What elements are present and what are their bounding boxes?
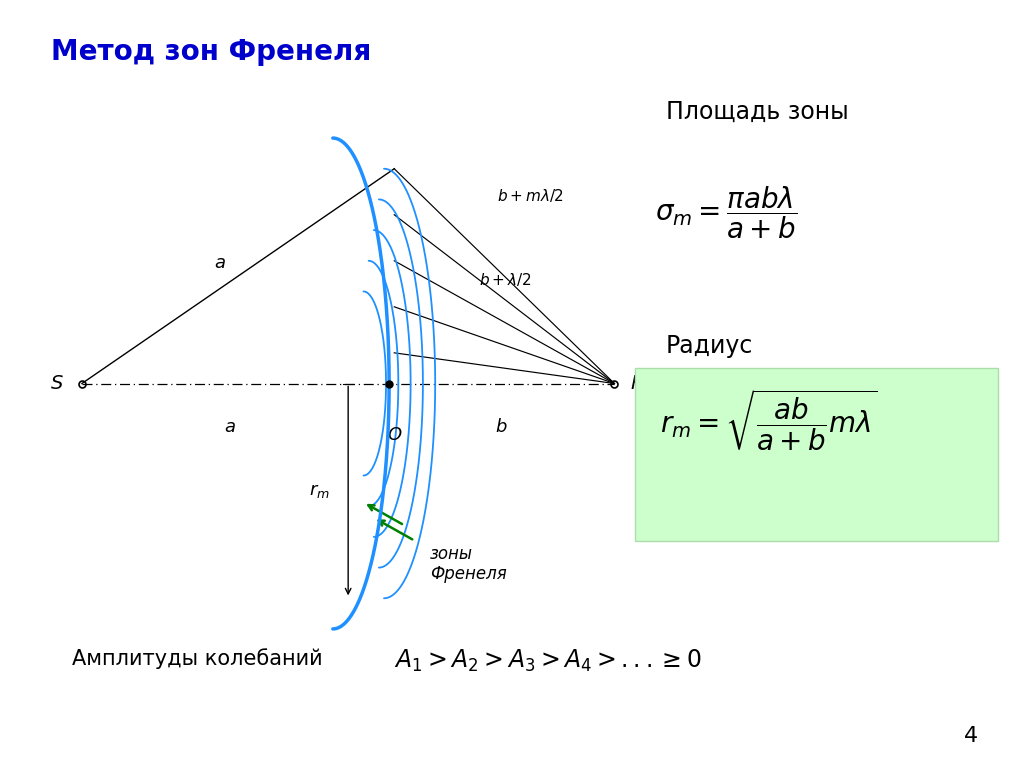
Text: Метод зон Френеля: Метод зон Френеля <box>51 38 372 67</box>
Text: Площадь зоны: Площадь зоны <box>666 100 848 123</box>
Text: $a$: $a$ <box>214 255 226 272</box>
Text: $\sigma_m = \dfrac{\pi ab\lambda}{a + b}$: $\sigma_m = \dfrac{\pi ab\lambda}{a + b}… <box>655 184 798 241</box>
Text: $S$: $S$ <box>50 374 63 393</box>
Text: Радиус: Радиус <box>666 334 753 357</box>
FancyBboxPatch shape <box>635 368 998 541</box>
Text: $P$: $P$ <box>630 374 643 393</box>
Text: $O$: $O$ <box>386 426 402 443</box>
Text: $r_m = \sqrt{\dfrac{ab}{a+b} m\lambda}$: $r_m = \sqrt{\dfrac{ab}{a+b} m\lambda}$ <box>660 387 878 453</box>
Text: $b+\lambda/2$: $b+\lambda/2$ <box>479 272 531 288</box>
Text: зоны
Френеля: зоны Френеля <box>430 545 507 584</box>
Text: 4: 4 <box>964 726 978 746</box>
Text: Амплитуды колебаний: Амплитуды колебаний <box>72 648 323 669</box>
Text: $A_1 > A_2 > A_3 > A_4 > ...\geq 0$: $A_1 > A_2 > A_3 > A_4 > ...\geq 0$ <box>394 648 701 674</box>
Text: $r_m$: $r_m$ <box>309 482 330 500</box>
Text: $b$: $b$ <box>496 418 508 436</box>
Text: $a$: $a$ <box>224 418 237 436</box>
Text: $b+m\lambda/2$: $b+m\lambda/2$ <box>497 187 563 204</box>
